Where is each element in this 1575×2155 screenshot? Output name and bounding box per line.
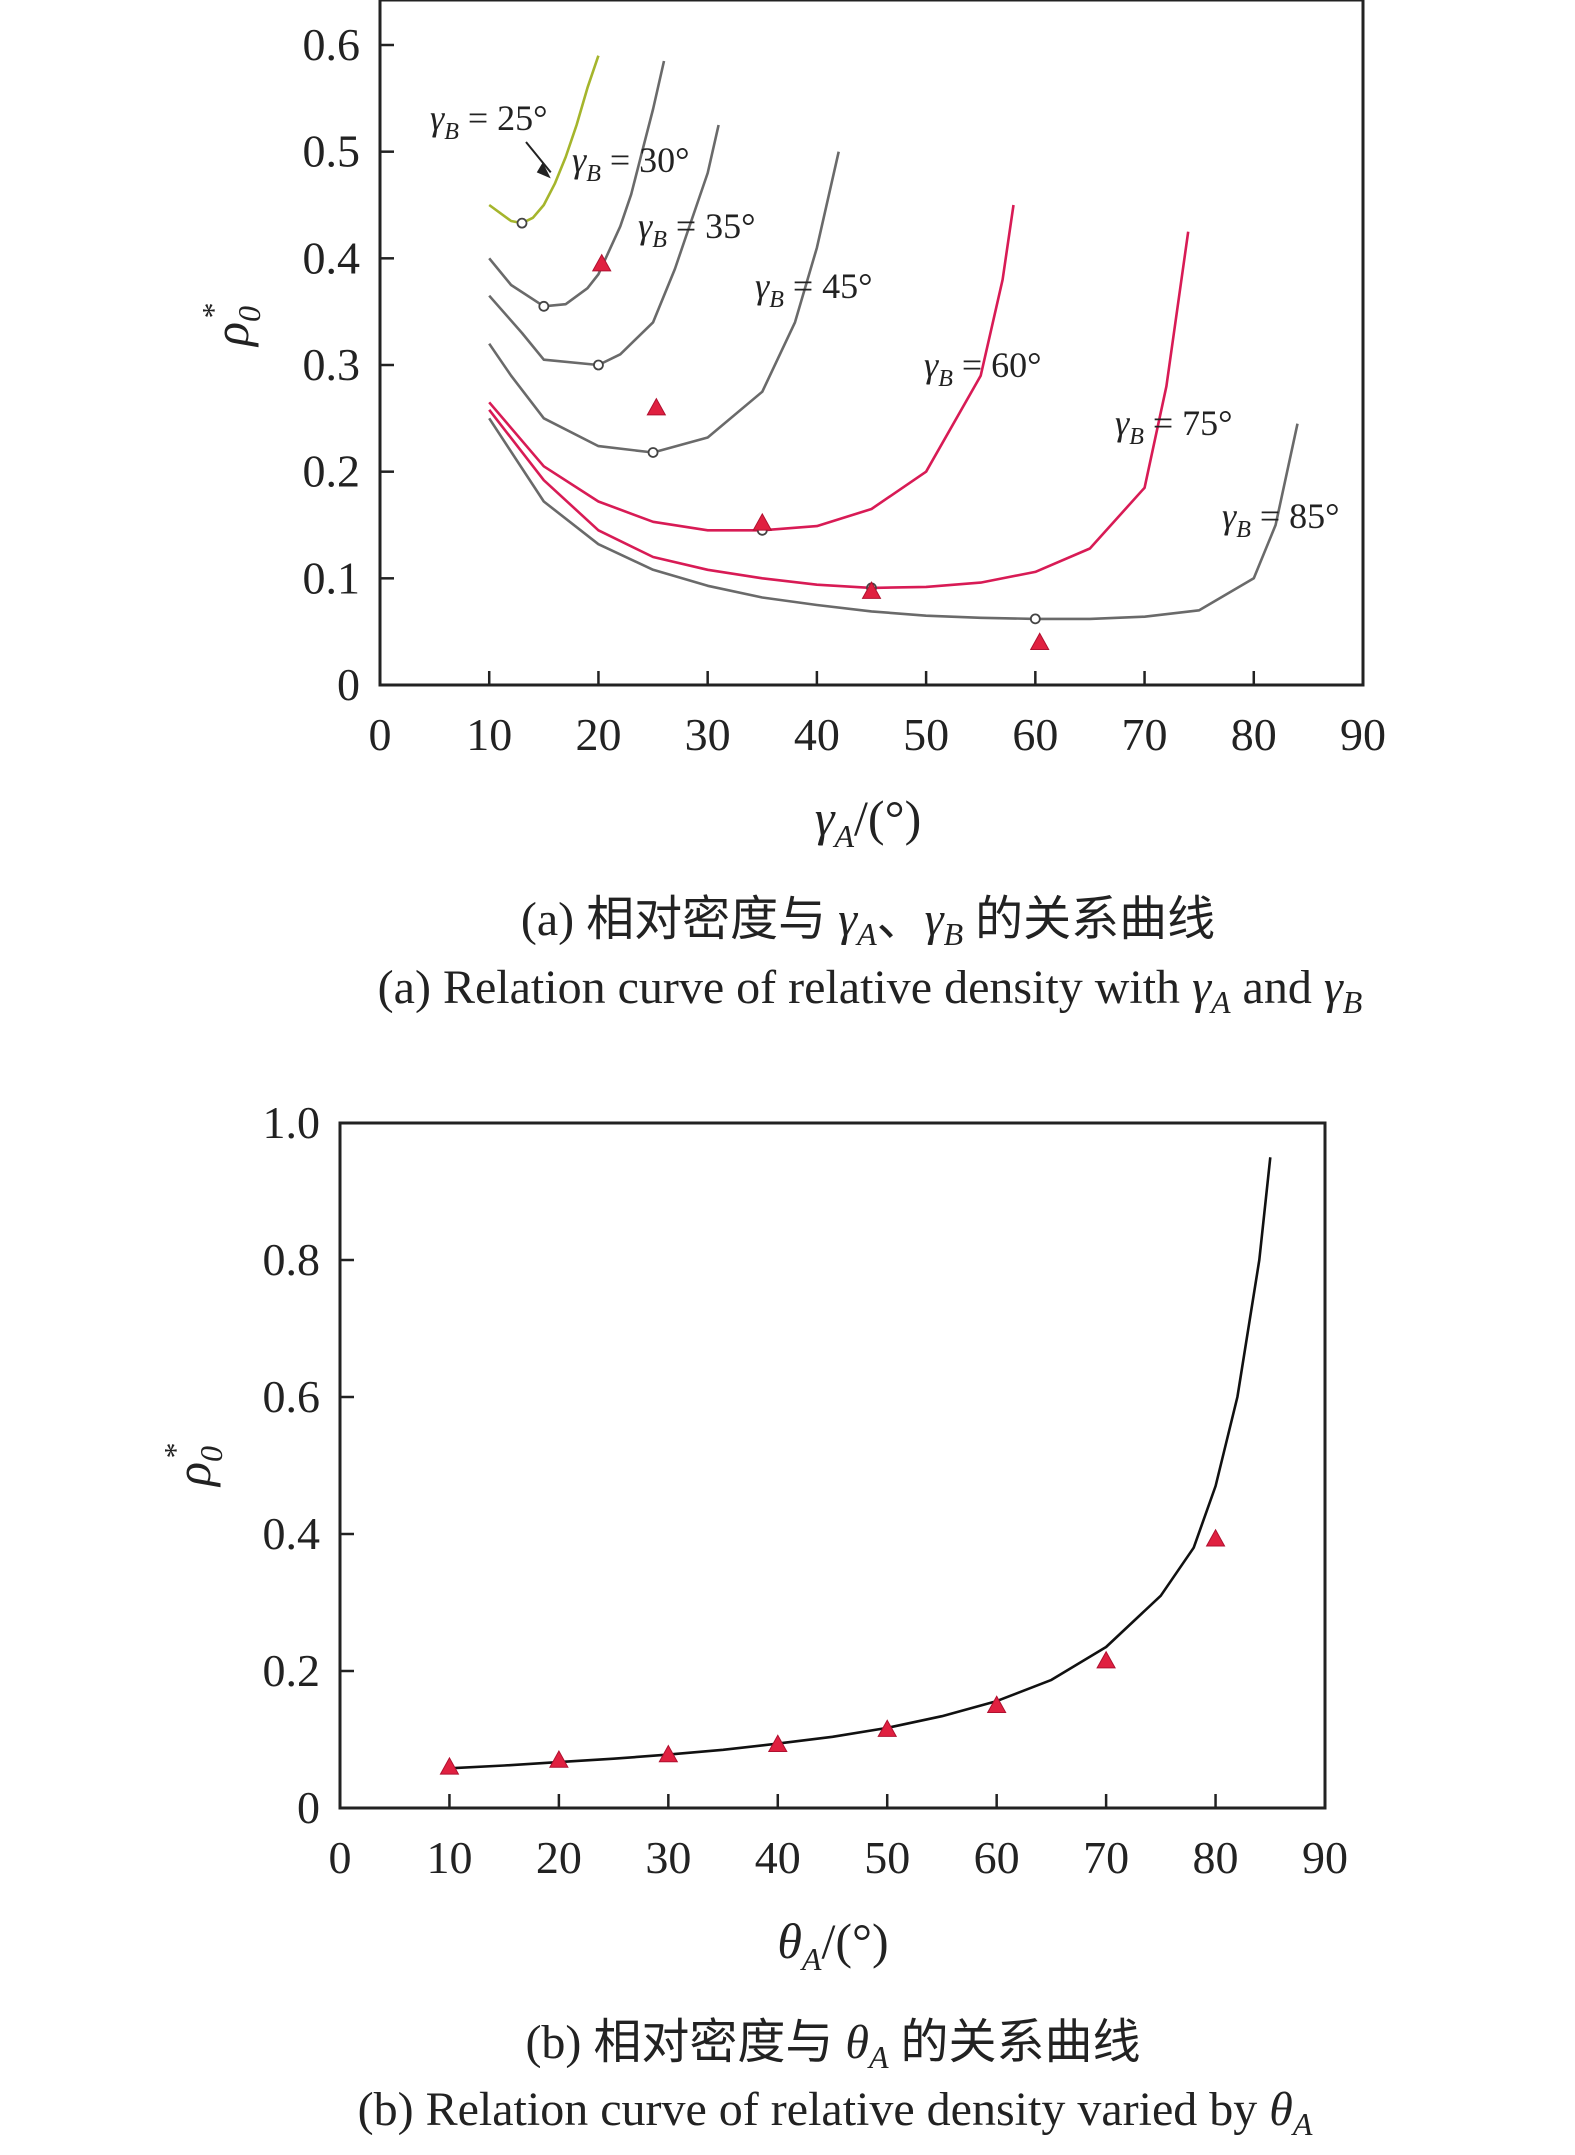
x-tick-label: 60 xyxy=(1012,709,1058,760)
y-tick-label: 0.3 xyxy=(303,339,361,390)
triangle-marker xyxy=(1205,1528,1226,1547)
markers-group-a xyxy=(591,253,1050,651)
triangle-marker xyxy=(658,1744,679,1763)
triangle-marker xyxy=(752,512,773,531)
y-tick-label: 0 xyxy=(297,1782,320,1833)
x-tick-label: 80 xyxy=(1231,709,1277,760)
series-annotation: γB = 25° xyxy=(430,98,548,145)
y-tick-label: 0.4 xyxy=(303,232,361,283)
y-tick-label: 0.4 xyxy=(263,1508,321,1559)
triangle-marker xyxy=(767,1734,788,1752)
plot-frame-b xyxy=(338,1121,1327,1810)
arrow-head xyxy=(536,162,551,179)
series-line-3 xyxy=(488,124,720,367)
x-tick-label: 50 xyxy=(864,1832,910,1883)
x-tick-label: 80 xyxy=(1193,1832,1239,1883)
x-tick-label: 60 xyxy=(974,1832,1020,1883)
svg-text:ρ0*: ρ0* xyxy=(157,1444,229,1488)
y-tick-label: 1.0 xyxy=(263,1097,321,1148)
x-axis-ticks-a: 0 10 20 30 40 50 60 70 80 90 xyxy=(369,671,1386,760)
chart-b: 0 0.2 0.4 0.6 0.8 1.0 0 10 20 30 40 50 60 70 80 90 ρ0*… xyxy=(157,1097,1348,2142)
annotations-a: γB = 25° γB = 30° γB = 35° γB = 45° γB = 60°… xyxy=(430,98,1340,543)
triangle-marker xyxy=(646,397,667,416)
series-annotation: γB = 45° xyxy=(755,266,873,313)
triangle-marker xyxy=(1029,632,1050,651)
triangle-marker xyxy=(1096,1650,1116,1669)
annotation-arrow xyxy=(525,141,552,173)
plot-frame-a xyxy=(378,0,1365,687)
x-tick-label: 50 xyxy=(903,709,949,760)
triangle-marker xyxy=(549,1750,569,1768)
triangle-marker xyxy=(439,1756,460,1775)
y-tick-label: 0.6 xyxy=(263,1371,321,1422)
x-tick-label: 30 xyxy=(645,1832,691,1883)
y-tick-label: 0.2 xyxy=(263,1645,321,1696)
series-annotation: γB = 85° xyxy=(1222,496,1340,543)
series-line-7 xyxy=(488,417,1299,621)
x-tick-label: 10 xyxy=(426,1832,472,1883)
triangle-marker xyxy=(986,1695,1007,1713)
min-point-marker xyxy=(593,359,604,371)
caption-a-cn: (a) 相对密度与 γA、γB 的关系曲线 xyxy=(521,893,1215,952)
min-point-marker xyxy=(516,217,528,229)
triangle-marker xyxy=(591,253,612,272)
series-line-1 xyxy=(488,55,600,225)
y-tick-label: 0.1 xyxy=(303,552,361,603)
caption-b-en: (b) Relation curve of relative density v… xyxy=(358,2083,1313,2142)
triangle-marker xyxy=(877,1719,898,1737)
series-line-1 xyxy=(449,1157,1272,1770)
y-tick-label: 0.8 xyxy=(263,1234,321,1285)
triangle-marker xyxy=(861,581,882,599)
series-line-5 xyxy=(488,204,1015,532)
caption-a-en: (a) Relation curve of relative density w… xyxy=(378,961,1363,1020)
markers-group-b xyxy=(439,1528,1226,1775)
y-axis-ticks-a: 0 0.1 0.2 0.3 0.4 0.5 0.6 xyxy=(303,19,394,710)
caption-b-cn: (b) 相对密度与 θA 的关系曲线 xyxy=(525,2016,1140,2075)
series-annotation: γB = 60° xyxy=(924,345,1042,392)
x-tick-label: 30 xyxy=(685,709,731,760)
x-tick-label: 20 xyxy=(575,709,621,760)
y-axis-label-a: ρ0* xyxy=(195,304,267,348)
x-tick-label: 90 xyxy=(1302,1832,1348,1883)
svg-text:ρ0*: ρ0* xyxy=(195,304,267,348)
x-axis-label-a: γA/(°) xyxy=(815,790,921,854)
x-tick-label: 70 xyxy=(1083,1832,1129,1883)
x-axis-label-b: θA/(°) xyxy=(777,1913,888,1977)
series-line-2 xyxy=(488,60,666,308)
x-tick-label: 10 xyxy=(466,709,512,760)
min-point-marker xyxy=(647,447,659,458)
y-tick-label: 0.5 xyxy=(303,126,361,177)
x-tick-label: 90 xyxy=(1340,709,1386,760)
y-axis-ticks-b: 0 0.2 0.4 0.6 0.8 1.0 xyxy=(263,1097,354,1833)
chart-a: 00.10.20.30.40.50.6 0 10 20 30 40 50 60 70 80 90 … xyxy=(195,0,1386,1020)
x-axis-ticks-b: 0 10 20 30 40 50 60 70 80 90 xyxy=(329,1794,1348,1883)
x-tick-label: 70 xyxy=(1122,709,1168,760)
series-annotation: γB = 30° xyxy=(572,140,690,187)
x-tick-label: 40 xyxy=(794,709,840,760)
min-point-marker xyxy=(1029,613,1041,625)
x-tick-label: 20 xyxy=(536,1832,582,1883)
series-annotation: γB = 35° xyxy=(638,206,756,253)
x-tick-label: 0 xyxy=(369,709,392,760)
series-line-4 xyxy=(488,151,840,454)
x-tick-label: 40 xyxy=(755,1832,801,1883)
min-point-marker xyxy=(538,300,550,312)
y-tick-label: 0.6 xyxy=(303,19,361,70)
y-axis-label-b: ρ0* xyxy=(157,1444,229,1488)
series-annotation: γB = 75° xyxy=(1115,403,1233,450)
series-group-b xyxy=(449,1157,1272,1770)
y-tick-label: 0.2 xyxy=(303,446,361,497)
x-tick-label: 0 xyxy=(329,1832,352,1883)
y-tick-label: 0 xyxy=(337,659,360,710)
